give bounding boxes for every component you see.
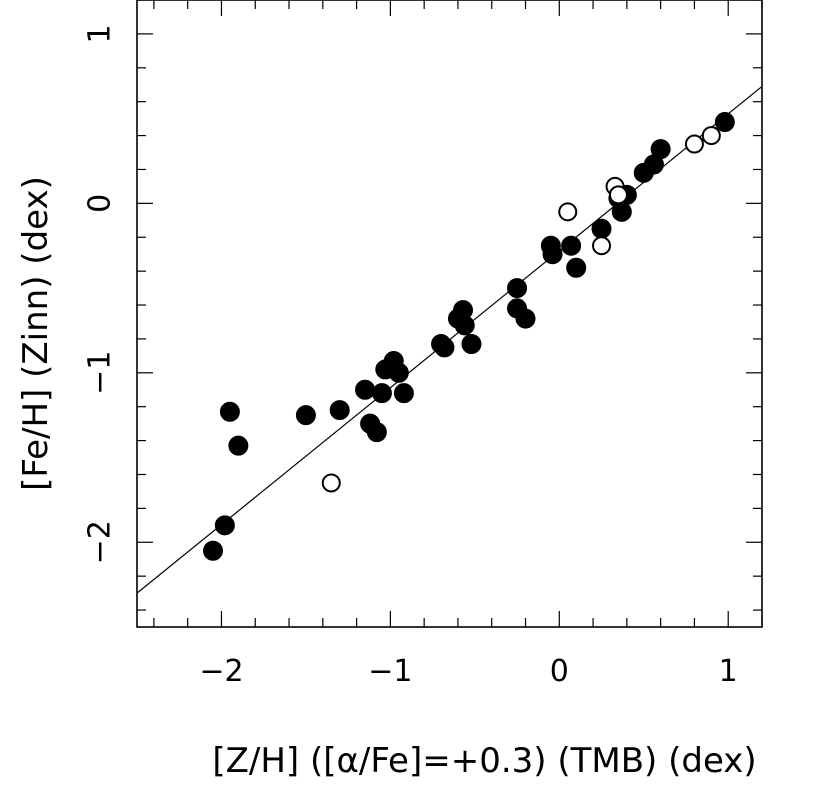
filled-data-point [611, 201, 632, 222]
x-axis-title: [Z/H] ([α/Fe]=+0.3) (TMB) (dex) [212, 741, 756, 781]
open-data-point [701, 126, 721, 146]
filled-data-point [566, 257, 587, 278]
filled-data-point [355, 379, 376, 400]
filled-data-point [591, 218, 612, 239]
filled-data-point [515, 308, 536, 329]
filled-data-point [393, 383, 414, 404]
filled-data-point [214, 515, 235, 536]
filled-data-point [454, 315, 475, 336]
axes-layer: −2 −1 0 1 −2 −1 0 1 [83, 0, 763, 689]
y-axis-title: [Fe/H] (Zinn) (dex) [16, 176, 56, 491]
x-tick-label: 0 [550, 654, 569, 689]
filled-data-point [561, 235, 582, 256]
filled-data-point [295, 405, 316, 426]
filled-data-point [507, 278, 528, 299]
filled-data-point [329, 400, 350, 421]
open-data-point [592, 236, 612, 256]
filled-data-point [388, 362, 409, 383]
filled-data-point [366, 422, 387, 443]
filled-data-point [219, 401, 240, 422]
filled-data-point [542, 244, 563, 265]
filled-data-point [461, 334, 482, 355]
y-tick-label: 0 [83, 194, 118, 213]
open-data-point [321, 473, 341, 493]
open-data-point [558, 202, 578, 222]
filled-data-point [203, 540, 224, 561]
x-tick-label: 1 [719, 654, 738, 689]
x-tick-label: −2 [199, 654, 243, 689]
filled-data-point [228, 435, 249, 456]
open-data-point [608, 185, 628, 205]
filled-data-point [371, 383, 392, 404]
y-tick-label: −2 [83, 520, 118, 564]
filled-data-point [650, 139, 671, 160]
data-points [203, 112, 735, 561]
y-tick-label: −1 [83, 351, 118, 395]
y-tick-label: 1 [83, 24, 118, 43]
filled-data-point [714, 112, 735, 133]
filled-data-point [434, 337, 455, 358]
plot-frame [136, 0, 763, 628]
x-tick-label: −1 [368, 654, 412, 689]
open-data-point [684, 134, 704, 154]
